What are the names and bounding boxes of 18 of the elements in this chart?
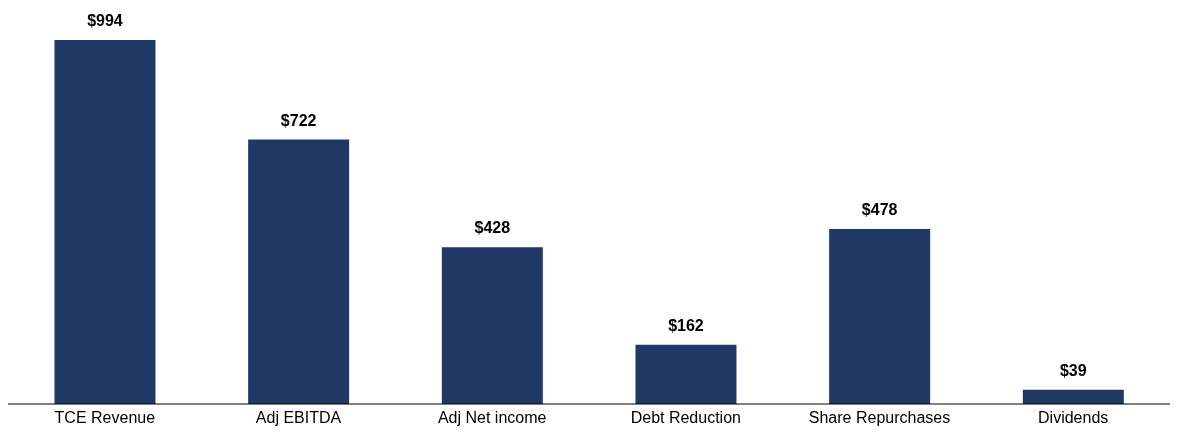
bar: [1022, 389, 1124, 404]
x-tick-label: Adj Net income: [437, 409, 547, 427]
bar: [441, 247, 543, 404]
data-label: $39: [1059, 361, 1087, 379]
x-tick-label: Dividends: [1038, 409, 1109, 427]
x-tick-label: Debt Reduction: [630, 409, 741, 427]
data-label: $478: [861, 200, 898, 218]
x-tick-label: Adj EBITDA: [255, 409, 342, 427]
x-tick-label: TCE Revenue: [54, 409, 156, 427]
bar: [54, 40, 156, 404]
bar: [829, 228, 931, 404]
x-tick-label: Share Repurchases: [808, 409, 951, 427]
bar: [635, 344, 737, 404]
bar: [248, 139, 350, 404]
data-label: $722: [280, 111, 317, 129]
data-label: $428: [474, 219, 511, 237]
data-label: $994: [87, 12, 123, 29]
data-label: $162: [668, 316, 704, 334]
